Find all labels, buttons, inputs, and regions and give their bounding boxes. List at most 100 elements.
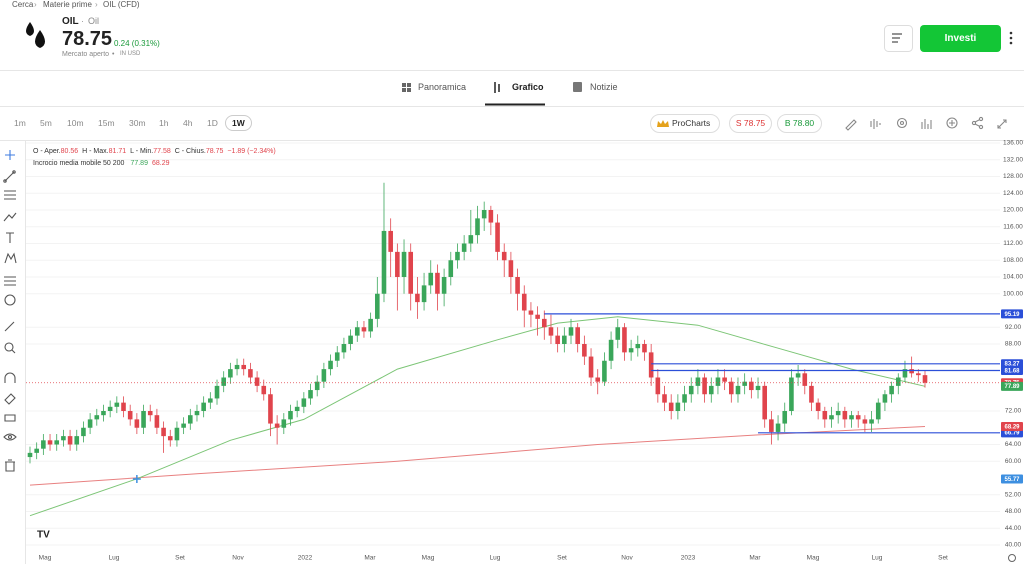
y-tick-label: 120.00	[1003, 207, 1023, 214]
overview-icon[interactable]	[402, 83, 411, 92]
breadcrumb-item[interactable]: Materie prime	[43, 0, 92, 9]
chart-icon[interactable]	[494, 82, 500, 93]
candle-body	[214, 385, 220, 399]
timeframe[interactable]: 1W	[225, 115, 252, 131]
candle-body	[348, 335, 353, 344]
timeframe[interactable]: 30m	[129, 118, 146, 128]
candle-body	[635, 344, 641, 349]
ohlc-value: 80.56	[61, 148, 79, 155]
candle-body	[101, 411, 106, 416]
candle-body	[488, 210, 494, 223]
candle-body	[127, 411, 133, 420]
tab-active[interactable]: Grafico	[512, 82, 544, 92]
toolbar-icons[interactable]	[845, 116, 1007, 131]
candle-body	[608, 339, 614, 361]
candle-body	[441, 277, 447, 294]
candle-body	[181, 423, 186, 428]
x-tick-label: Mag	[422, 555, 435, 562]
procharts-button[interactable]	[650, 114, 720, 133]
candle-body	[562, 335, 567, 344]
procharts-label[interactable]: ProCharts	[672, 118, 710, 128]
candle-body	[401, 251, 407, 277]
axis-value-label: 95.19	[1004, 312, 1020, 318]
axis-value-box	[1001, 422, 1023, 432]
candle-body	[789, 377, 794, 411]
drawing-tools[interactable]	[3, 150, 17, 472]
tab[interactable]: Panoramica	[418, 82, 467, 92]
candle-body	[829, 415, 834, 420]
breadcrumb-item[interactable]: OIL (CFD)	[103, 0, 140, 9]
candle-body	[415, 293, 420, 303]
axis-value-label: 68.29	[1004, 424, 1020, 430]
candle-body	[274, 423, 280, 428]
timeframe[interactable]: 1h	[159, 118, 169, 128]
timeframe[interactable]: 5m	[40, 118, 52, 128]
candle-body	[248, 369, 253, 378]
candle-body	[161, 427, 166, 437]
buy-button[interactable]	[777, 114, 822, 133]
candle-body	[762, 385, 768, 420]
candle-body	[855, 415, 861, 420]
candle-body	[722, 377, 727, 382]
timeframe[interactable]: 1m	[14, 118, 26, 128]
y-tick-label: 136.00	[1003, 140, 1023, 147]
timeframe[interactable]: 10m	[67, 118, 84, 128]
y-tick-label: 52.00	[1005, 491, 1022, 498]
candle-body	[662, 394, 667, 403]
timeframe[interactable]: 1D	[207, 118, 218, 128]
timeframe[interactable]: 4h	[183, 118, 193, 128]
y-tick-label: 48.00	[1005, 508, 1022, 515]
candle-body	[61, 436, 66, 441]
indicator-legend: Incrocio media mobile 50 200 77.89 68.29	[33, 160, 170, 167]
candle-body	[254, 377, 260, 386]
candle-body	[501, 251, 507, 261]
candle-body	[809, 385, 814, 403]
tab[interactable]: Notizie	[590, 82, 618, 92]
candle-body	[775, 423, 781, 432]
candle-body	[515, 277, 520, 294]
candle-body	[468, 235, 474, 244]
candle-body	[194, 411, 200, 416]
candle-body	[241, 364, 247, 370]
x-tick-label: Set	[938, 555, 948, 562]
candle-body	[428, 272, 434, 286]
buy-label[interactable]: B 78.80	[785, 118, 815, 128]
candle-body	[94, 415, 100, 420]
axis-value-box	[1001, 365, 1023, 375]
breadcrumb-item[interactable]: Cerca	[12, 0, 34, 9]
x-tick-label: Mag	[807, 555, 820, 562]
invest-label[interactable]: Investi	[945, 33, 977, 44]
candle-body	[702, 377, 707, 395]
candle-body	[922, 375, 928, 383]
candle-body	[461, 243, 467, 252]
news-icon[interactable]	[573, 82, 582, 92]
ohlc-label: O - Aper.	[33, 148, 61, 155]
candle-body	[909, 369, 914, 374]
candle-body	[655, 377, 661, 395]
timeframe[interactable]: 15m	[98, 118, 115, 128]
more-menu[interactable]	[1009, 31, 1013, 45]
invest-button[interactable]	[920, 25, 1001, 52]
candle-body	[735, 385, 741, 395]
instrument-change: 0.24 (0.31%)	[114, 39, 160, 48]
y-tick-label: 100.00	[1003, 290, 1023, 297]
candle-body	[288, 411, 293, 420]
candle-body	[74, 436, 80, 445]
sell-button[interactable]	[729, 114, 772, 133]
candle-body	[228, 369, 233, 378]
candle-body	[201, 402, 206, 411]
candle-body	[368, 318, 373, 332]
candle-body	[87, 419, 93, 428]
x-tick-label: Lug	[872, 555, 883, 562]
candle-body	[187, 415, 193, 424]
instrument-logo	[26, 22, 45, 48]
axis-settings[interactable]	[1008, 554, 1016, 562]
candle-body	[875, 402, 881, 420]
sell-label[interactable]: S 78.75	[736, 118, 766, 128]
candle-body	[615, 327, 621, 340]
candle-body	[902, 369, 908, 378]
candle-body	[822, 411, 828, 420]
candle-body	[675, 402, 681, 411]
ohlc-value: 78.75	[206, 148, 224, 155]
y-tick-label: 44.00	[1005, 525, 1022, 532]
